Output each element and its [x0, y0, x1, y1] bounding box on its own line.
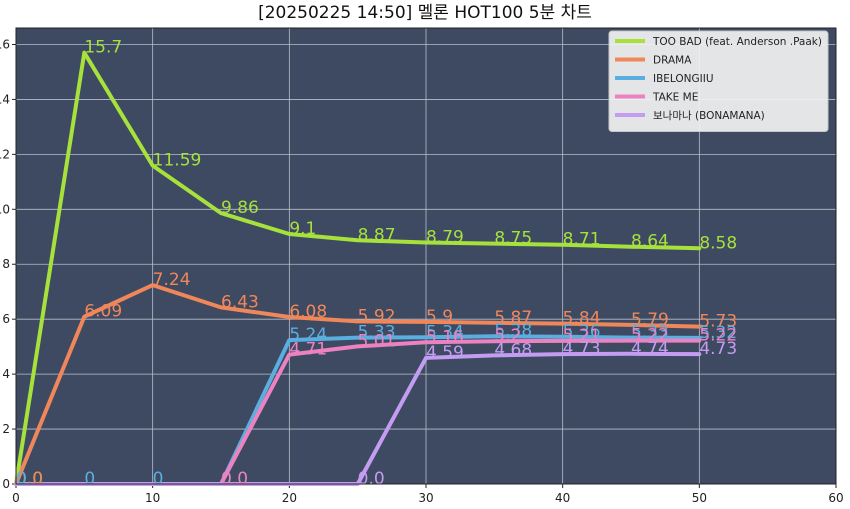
- data-label: 8.71: [563, 230, 601, 250]
- legend-entry: 보나마나 (BONAMANA): [653, 110, 765, 122]
- data-label: 5.79: [631, 310, 669, 330]
- data-label: 8.64: [631, 232, 669, 252]
- data-label: 5.36: [563, 322, 601, 342]
- x-tick-label: 30: [418, 491, 433, 505]
- data-label: 5.87: [494, 308, 532, 328]
- series-line-1: [14, 283, 702, 486]
- x-tick-label: 20: [282, 491, 297, 505]
- legend-entry: TOO BAD (feat. Anderson .Paak): [652, 36, 822, 48]
- data-label: 4.73: [563, 339, 601, 359]
- y-tick-label: 12: [0, 147, 10, 161]
- legend: TOO BAD (feat. Anderson .Paak) DRAMA IBELO…: [608, 30, 829, 132]
- data-label: 0.0: [358, 469, 385, 489]
- data-label: 5.01: [358, 331, 396, 351]
- data-labels: 0.0 15.7 11.59 9.86 9.1 8.87 8.79 8.75 8.71 8.64 8…: [16, 38, 737, 489]
- data-label: 4.71: [289, 340, 327, 360]
- x-axis: 0 10 20 30 40 50 60: [12, 484, 844, 505]
- data-label: 4.68: [494, 340, 532, 360]
- data-label: 5.84: [563, 309, 601, 329]
- plot-frame: [15, 27, 837, 485]
- chart-title: [20250225 14:50] 멜론 HOT100 5분 차트: [258, 3, 592, 23]
- legend-entry: IBELONGIIU: [653, 73, 714, 85]
- y-axis: 0 2 4 6 8 10 12 14 16: [0, 37, 16, 491]
- data-label: 0: [84, 469, 95, 489]
- y-tick-label: 10: [0, 202, 10, 216]
- data-label: 8.79: [426, 228, 464, 248]
- data-label: 15.7: [84, 38, 122, 58]
- data-label: 6.09: [84, 302, 122, 322]
- data-label: 0.0: [221, 469, 248, 489]
- data-label: 9.86: [221, 198, 259, 218]
- x-tick-label: 0: [12, 491, 20, 505]
- y-tick-label: 14: [0, 92, 10, 106]
- data-label: 8.75: [494, 229, 532, 249]
- data-label: 6.08: [289, 302, 327, 322]
- data-label: 8.58: [699, 233, 737, 253]
- y-tick-label: 6: [2, 312, 10, 326]
- data-label: 0: [221, 469, 232, 489]
- data-label: 5.21: [563, 326, 601, 346]
- data-label: 4.73: [699, 339, 737, 359]
- data-label: 4.59: [426, 343, 464, 363]
- data-label: 5.24: [289, 325, 327, 345]
- y-tick-label: 4: [2, 367, 10, 381]
- data-label: 0: [16, 469, 27, 489]
- legend-entry: DRAMA: [653, 55, 692, 67]
- data-label: 5.33: [358, 323, 396, 343]
- data-label: 8.87: [358, 225, 396, 245]
- data-label: 7.24: [153, 270, 191, 290]
- data-label: 5.73: [699, 312, 737, 332]
- x-tick-label: 10: [145, 491, 160, 505]
- legend-box: [608, 30, 829, 132]
- data-label: 5.16: [426, 327, 464, 347]
- x-tick-label: 40: [555, 491, 570, 505]
- data-label: 6.43: [221, 292, 259, 312]
- data-label: 5.32: [699, 323, 737, 343]
- x-tick-label: 60: [828, 491, 843, 505]
- data-label: 11.59: [153, 151, 202, 171]
- data-label: 9.1: [289, 219, 316, 239]
- series-line-0: [14, 50, 702, 486]
- data-label: 5.34: [426, 322, 464, 342]
- data-label: 5.38: [494, 321, 532, 341]
- data-label: 5.22: [699, 326, 737, 346]
- data-label: 0: [153, 469, 164, 489]
- data-label: 5.92: [358, 306, 396, 326]
- y-tick-label: 2: [2, 422, 10, 436]
- legend-entry: TAKE ME: [652, 92, 698, 104]
- data-label: 4.74: [631, 339, 669, 359]
- x-tick-label: 50: [692, 491, 707, 505]
- data-label: 5.2: [494, 326, 521, 346]
- data-label: 5.22: [631, 326, 669, 346]
- data-label: 5.33: [631, 323, 669, 343]
- data-label: 5.9: [426, 307, 453, 327]
- y-tick-label: 16: [0, 37, 10, 51]
- y-tick-label: 0: [2, 477, 10, 491]
- y-tick-label: 8: [2, 257, 10, 271]
